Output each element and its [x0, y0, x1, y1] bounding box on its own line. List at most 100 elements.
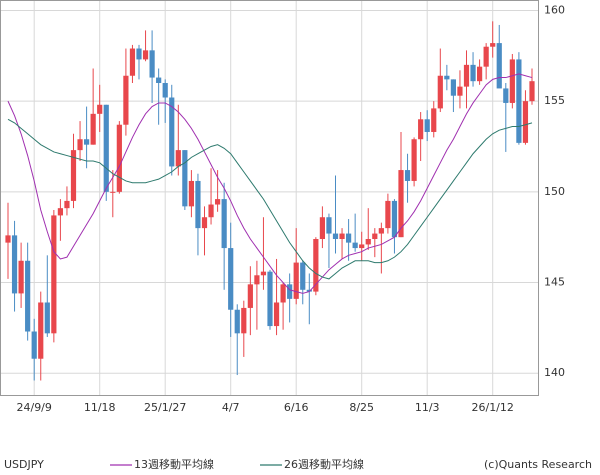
x-tick-label: 8/25 — [349, 401, 374, 414]
candle-body — [84, 139, 90, 145]
moving-average-line — [7, 73, 533, 294]
candle-body — [398, 170, 404, 238]
moving-average-line — [7, 118, 533, 280]
candle-body — [136, 48, 142, 60]
candle-body — [418, 119, 424, 140]
y-tick-label: 150 — [544, 185, 565, 198]
candle-body — [490, 43, 496, 47]
marks — [5, 21, 535, 381]
y-tick-label: 140 — [544, 366, 565, 379]
candle-body — [11, 235, 18, 294]
candle-body — [522, 101, 529, 143]
legend-label: 13週移動平均線 — [134, 457, 214, 471]
x-tick-label: 6/16 — [284, 401, 309, 414]
candle-body — [444, 75, 450, 80]
labels: 140 145 150 155 160 24/9/9 11/18 25/1/27 4/7 6/16… — [16, 3, 565, 414]
candle-body — [372, 233, 378, 239]
candle-body — [162, 83, 168, 98]
candle-body — [496, 43, 502, 89]
candle-body — [116, 124, 122, 192]
symbol: USDJPY — [4, 458, 44, 471]
candle-body — [300, 262, 306, 290]
candle-body — [391, 200, 398, 238]
candle-body — [64, 200, 70, 209]
candle-body — [103, 104, 109, 192]
candle-body — [31, 331, 37, 359]
x-tick-label: 11/18 — [84, 401, 116, 414]
candle-body — [346, 233, 352, 243]
legend: USDJPY 13週移動平均線 26週移動平均線 (c)Quants Resea… — [4, 457, 592, 471]
candle-body — [201, 217, 208, 229]
candle-body — [470, 64, 476, 82]
candle-body — [411, 139, 417, 181]
legend-label: 26週移動平均線 — [284, 457, 364, 471]
candle-body — [70, 150, 77, 201]
candle-body — [273, 302, 280, 327]
candle-body — [38, 302, 44, 359]
candle-body — [332, 233, 339, 239]
grid — [1, 1, 538, 395]
candle-body — [306, 289, 312, 292]
candle-body — [313, 239, 319, 292]
plot-frame — [0, 0, 539, 396]
candle-body — [156, 77, 162, 83]
candle-body — [77, 139, 83, 151]
candle-body — [241, 307, 247, 334]
candle-body — [450, 79, 456, 96]
candle-body — [529, 81, 535, 102]
candle-body — [25, 260, 31, 332]
y-tick-label: 145 — [544, 276, 565, 289]
candle-body — [149, 50, 155, 78]
candle-body — [280, 284, 286, 303]
candle-body — [142, 50, 149, 60]
candle-body — [287, 284, 293, 299]
credit: (c)Quants Research — [484, 458, 592, 471]
candle-body — [339, 233, 345, 239]
x-tick-label: 26/1/12 — [471, 401, 513, 414]
candle-body — [437, 75, 443, 109]
candle-body — [44, 302, 50, 334]
candle-body — [509, 59, 515, 103]
candle-body — [182, 150, 188, 207]
candle-body — [293, 262, 299, 299]
candle-body — [51, 215, 57, 334]
candle-body — [5, 235, 11, 243]
candle-body — [365, 239, 371, 245]
candle-body — [215, 199, 221, 205]
candle-body — [123, 75, 129, 125]
candle-body — [359, 244, 365, 249]
candle-body — [221, 199, 227, 249]
y-tick-label: 155 — [544, 94, 565, 107]
candle-body — [516, 59, 522, 143]
x-tick-label: 11/3 — [415, 401, 440, 414]
candle-body — [97, 104, 103, 114]
candle-body — [90, 113, 96, 145]
candle-body — [18, 260, 24, 294]
candle-body — [234, 309, 240, 334]
candle-body — [326, 217, 332, 234]
candle-body — [208, 204, 214, 218]
candle-body — [404, 170, 411, 181]
candle-body — [247, 284, 253, 308]
x-tick-label: 25/1/27 — [144, 401, 186, 414]
candle-body — [463, 64, 470, 87]
y-tick-label: 160 — [544, 3, 565, 16]
candle-body — [352, 242, 358, 249]
candle-body — [483, 46, 489, 67]
candle-body — [57, 208, 63, 216]
candle-body — [228, 248, 234, 310]
x-tick-label: 4/7 — [222, 401, 240, 414]
candle-body — [267, 271, 273, 327]
candle-body — [110, 191, 116, 193]
candle-body — [385, 200, 391, 229]
candle-body — [254, 275, 260, 285]
candle-body — [431, 108, 437, 132]
candle-body — [129, 48, 136, 76]
candle-body — [424, 119, 430, 132]
candle-body — [378, 228, 384, 234]
candle-body — [195, 180, 201, 229]
candle-body — [169, 97, 175, 167]
candle-body — [503, 88, 509, 103]
candle-body — [188, 180, 194, 207]
